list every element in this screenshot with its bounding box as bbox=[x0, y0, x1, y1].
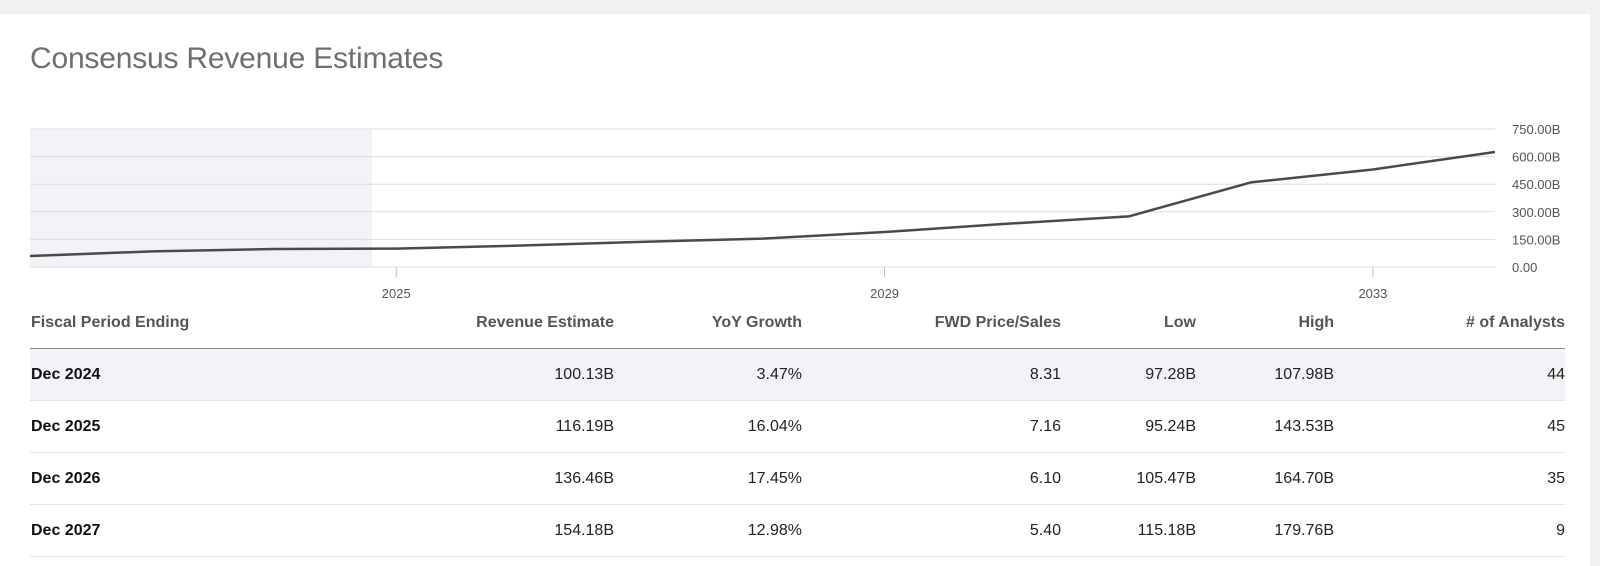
cell-revenue: 116.19B bbox=[390, 400, 614, 453]
table-row[interactable]: Dec 2027 154.18B 12.98% 5.40 115.18B 179… bbox=[30, 504, 1565, 557]
y-tick-label: 750.00B bbox=[1512, 122, 1560, 137]
table-row[interactable]: Dec 2025 116.19B 16.04% 7.16 95.24B 143.… bbox=[30, 400, 1565, 453]
y-tick-label: 300.00B bbox=[1512, 205, 1560, 220]
table-row[interactable]: Dec 2024 100.13B 3.47% 8.31 97.28B 107.9… bbox=[30, 348, 1565, 401]
y-tick-label: 600.00B bbox=[1512, 150, 1560, 165]
header-low[interactable]: Low bbox=[1061, 314, 1196, 349]
x-tick-label: 2033 bbox=[1358, 286, 1387, 301]
cell-analysts: 45 bbox=[1334, 400, 1565, 453]
header-high[interactable]: High bbox=[1196, 314, 1334, 349]
cell-yoy: 16.04% bbox=[614, 400, 802, 453]
revenue-series-line bbox=[29, 150, 1496, 258]
actuals-shaded-region bbox=[30, 129, 372, 267]
cell-low: 115.18B bbox=[1061, 504, 1196, 557]
cell-period: Dec 2025 bbox=[30, 400, 390, 453]
table-header-row: Fiscal Period Ending Revenue Estimate Yo… bbox=[30, 314, 1565, 349]
x-tick-label: 2029 bbox=[870, 286, 899, 301]
y-tick-label: 0.00 bbox=[1512, 260, 1537, 275]
header-num-analysts[interactable]: # of Analysts bbox=[1334, 314, 1565, 349]
cell-revenue: 100.13B bbox=[390, 348, 614, 401]
cell-fwd-ps: 5.40 bbox=[802, 504, 1061, 557]
cell-analysts: 35 bbox=[1334, 452, 1565, 505]
cell-fwd-ps: 8.31 bbox=[802, 348, 1061, 401]
cell-yoy: 3.47% bbox=[614, 348, 802, 401]
estimates-table: Fiscal Period Ending Revenue Estimate Yo… bbox=[30, 314, 1565, 557]
cell-period: Dec 2027 bbox=[30, 504, 390, 557]
header-yoy-growth[interactable]: YoY Growth bbox=[614, 314, 802, 349]
x-tick-label: 2025 bbox=[382, 286, 411, 301]
header-fiscal-period[interactable]: Fiscal Period Ending bbox=[30, 314, 390, 349]
cell-low: 97.28B bbox=[1061, 348, 1196, 401]
cell-revenue: 154.18B bbox=[390, 504, 614, 557]
cell-fwd-ps: 6.10 bbox=[802, 452, 1061, 505]
page-title: Consensus Revenue Estimates bbox=[30, 42, 444, 75]
cell-yoy: 17.45% bbox=[614, 452, 802, 505]
cell-analysts: 9 bbox=[1334, 504, 1565, 557]
y-tick-label: 450.00B bbox=[1512, 177, 1560, 192]
cell-high: 179.76B bbox=[1196, 504, 1334, 557]
cell-high: 164.70B bbox=[1196, 452, 1334, 505]
table-row[interactable]: Dec 2026 136.46B 17.45% 6.10 105.47B 164… bbox=[30, 452, 1565, 505]
cell-yoy: 12.98% bbox=[614, 504, 802, 557]
header-revenue-estimate[interactable]: Revenue Estimate bbox=[390, 314, 614, 349]
cell-high: 143.53B bbox=[1196, 400, 1334, 453]
header-fwd-price-sales[interactable]: FWD Price/Sales bbox=[802, 314, 1061, 349]
cell-analysts: 44 bbox=[1334, 348, 1565, 401]
cell-high: 107.98B bbox=[1196, 348, 1334, 401]
revenue-chart: 750.00B 600.00B 450.00B 300.00B 150.00B 0.00 2… bbox=[29, 122, 1560, 301]
cell-revenue: 136.46B bbox=[390, 452, 614, 505]
cell-fwd-ps: 7.16 bbox=[802, 400, 1061, 453]
cell-period: Dec 2026 bbox=[30, 452, 390, 505]
cell-low: 95.24B bbox=[1061, 400, 1196, 453]
revenue-estimates-card: Consensus Revenue Estimates 750.00B 600.0… bbox=[0, 14, 1590, 566]
cell-low: 105.47B bbox=[1061, 452, 1196, 505]
y-tick-label: 150.00B bbox=[1512, 232, 1560, 247]
cell-period: Dec 2024 bbox=[30, 348, 390, 401]
